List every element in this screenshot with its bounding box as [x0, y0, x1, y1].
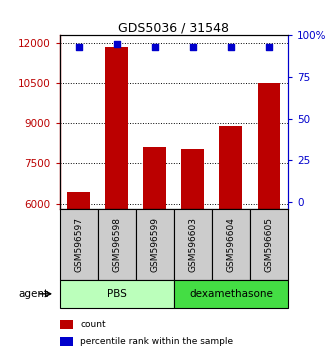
Bar: [219, 126, 242, 354]
Bar: [60, 337, 73, 346]
Text: dexamethasone: dexamethasone: [189, 289, 273, 299]
Bar: [258, 84, 280, 354]
Text: GSM596603: GSM596603: [188, 217, 197, 272]
Text: GSM596599: GSM596599: [150, 217, 159, 272]
Bar: [174, 209, 212, 280]
Point: [228, 44, 234, 50]
Text: percentile rank within the sample: percentile rank within the sample: [80, 337, 233, 347]
Point: [190, 44, 195, 50]
Text: count: count: [80, 320, 106, 329]
Bar: [174, 280, 288, 308]
Text: GSM596604: GSM596604: [226, 217, 235, 272]
Bar: [98, 209, 136, 280]
Bar: [143, 148, 166, 354]
Title: GDS5036 / 31548: GDS5036 / 31548: [118, 21, 229, 34]
Text: PBS: PBS: [107, 289, 127, 299]
Point: [114, 41, 119, 46]
Bar: [67, 192, 90, 354]
Point: [76, 44, 81, 50]
Point: [266, 44, 271, 50]
Text: GSM596597: GSM596597: [74, 217, 83, 272]
Bar: [212, 209, 250, 280]
Bar: [181, 149, 204, 354]
Text: GSM596605: GSM596605: [264, 217, 273, 272]
Bar: [60, 280, 174, 308]
Bar: [105, 47, 128, 354]
Bar: [136, 209, 174, 280]
Text: GSM596598: GSM596598: [112, 217, 121, 272]
Bar: [60, 320, 73, 329]
Bar: [250, 209, 288, 280]
Text: agent: agent: [19, 289, 49, 299]
Bar: [60, 209, 98, 280]
Point: [152, 44, 158, 50]
